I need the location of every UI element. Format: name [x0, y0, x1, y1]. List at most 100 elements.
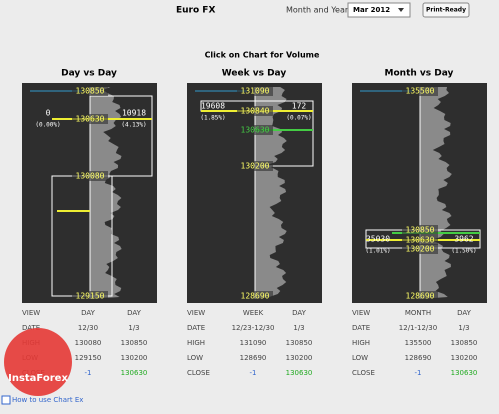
volume-value: 172 [292, 102, 307, 111]
price-label: 130840 [241, 107, 270, 116]
table-cell: DAY [81, 309, 96, 317]
volume-value: 0 [46, 109, 51, 118]
table-cell: 135500 [405, 339, 432, 347]
table-cell: 1/3 [458, 324, 469, 332]
table-cell: 12/1-12/30 [399, 324, 437, 332]
volume-profile [255, 87, 287, 299]
range-box [89, 95, 153, 177]
volume-percent: (0.07%) [286, 115, 311, 122]
table-cell: 130630 [121, 369, 148, 377]
volume-value: 19608 [201, 102, 225, 111]
table-cell: 130630 [451, 369, 478, 377]
table-cell: 130850 [451, 339, 478, 347]
table-cell: 129150 [75, 354, 102, 362]
table-cell: LOW [187, 354, 203, 362]
price-bg [402, 225, 438, 235]
volume-percent: (1.01%) [365, 248, 390, 255]
volume-percent: (1.50%) [451, 248, 476, 255]
price-bg [402, 244, 438, 254]
table-cell: 130200 [121, 354, 148, 362]
watermark-logo [4, 328, 72, 396]
table-cell: 131090 [240, 339, 267, 347]
table-cell: -1 [415, 369, 422, 377]
table-cell: 130200 [451, 354, 478, 362]
price-bg [72, 114, 108, 124]
month-value: Mar 2012 [353, 6, 390, 14]
panel-title: Month vs Day [385, 69, 454, 79]
table-cell: CLOSE [187, 369, 210, 377]
table-cell: 130850 [121, 339, 148, 347]
price-bg [402, 291, 438, 301]
table-cell: DATE [187, 324, 205, 332]
table-cell: DAY [127, 309, 142, 317]
table-cell: -1 [85, 369, 92, 377]
table-cell: 1/3 [128, 324, 139, 332]
price-label: 130850 [406, 226, 435, 235]
table-cell: 128690 [405, 354, 432, 362]
volume-value: 35030 [366, 235, 390, 244]
print-button[interactable] [422, 2, 470, 18]
table-cell: HIGH [352, 339, 370, 347]
table-cell: VIEW [352, 309, 370, 317]
table-cell: 128690 [240, 354, 267, 362]
price-bg [402, 235, 438, 245]
price-bg [237, 106, 273, 116]
print-button-label: Print-Ready [426, 7, 466, 14]
table-cell: 1/3 [293, 324, 304, 332]
table-cell: VIEW [22, 309, 40, 317]
volume-percent: (0.00%) [35, 122, 60, 129]
table-cell: MONTH [405, 309, 431, 317]
table-cell: 130080 [75, 339, 102, 347]
help-icon[interactable] [1, 395, 11, 405]
price-label: 130080 [76, 172, 105, 181]
price-label: 128690 [241, 292, 270, 301]
price-label: 130200 [406, 245, 435, 254]
price-label: 130630 [406, 236, 435, 245]
price-bg [72, 291, 108, 301]
price-label: 130850 [76, 87, 105, 96]
footer-link[interactable]: How to use Chart Ex [12, 396, 83, 404]
volume-percent: (1.85%) [200, 115, 225, 122]
table-cell: 12/23-12/30 [232, 324, 275, 332]
table-cell: DAY [457, 309, 472, 317]
table-cell: DATE [22, 324, 40, 332]
dropdown-arrow [398, 8, 404, 12]
table-cell: 130200 [286, 354, 313, 362]
panel-title: Week vs Day [222, 69, 287, 79]
price-bg [402, 86, 438, 96]
price-label: 130200 [241, 162, 270, 171]
volume-value: 10918 [122, 109, 146, 118]
table-cell: VIEW [187, 309, 205, 317]
table-cell: CLOSE [352, 369, 375, 377]
watermark: InstaForex [8, 373, 68, 384]
volume-percent: (4.13%) [121, 122, 146, 129]
table-cell: 130850 [286, 339, 313, 347]
price-bg [237, 86, 273, 96]
table-cell: 130630 [286, 369, 313, 377]
price-bg [72, 171, 108, 181]
table-cell: LOW [352, 354, 368, 362]
title: Euro FX [176, 6, 215, 16]
table-cell: WEEK [243, 309, 264, 317]
table-cell: -1 [250, 369, 257, 377]
price-label: 135500 [406, 87, 435, 96]
price-bg [237, 125, 273, 135]
price-label: 128690 [406, 292, 435, 301]
table-cell: HIGH [187, 339, 205, 347]
month-select[interactable] [347, 2, 411, 18]
table-cell: DAY [292, 309, 307, 317]
panel-title: Day vs Day [61, 69, 117, 79]
price-bg [237, 291, 273, 301]
price-bg [72, 86, 108, 96]
table-cell: DATE [352, 324, 370, 332]
table-cell: 12/30 [78, 324, 98, 332]
price-bg [237, 161, 273, 171]
volume-value: 3962 [454, 235, 473, 244]
instruction: Click on Chart for Volume [205, 51, 320, 60]
price-label: 130630 [241, 126, 270, 135]
price-label: 131090 [241, 87, 270, 96]
price-label: 130630 [76, 115, 105, 124]
month-label: Month and Year [286, 6, 349, 15]
volume-profile [90, 87, 122, 299]
